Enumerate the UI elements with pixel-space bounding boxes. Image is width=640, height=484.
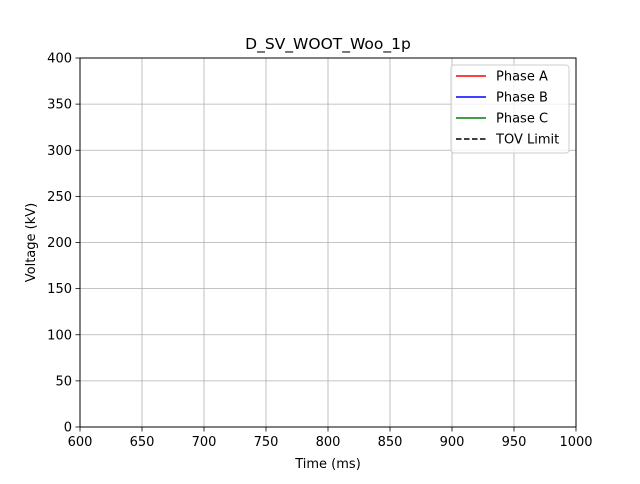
legend-label: Phase B [496,91,548,106]
y-tick-label: 400 [47,52,72,67]
y-tick-label: 50 [55,374,72,389]
x-tick-label: 800 [316,435,341,450]
y-tick-label: 100 [47,328,72,343]
x-tick-label: 950 [502,435,527,450]
x-tick-label: 900 [440,435,465,450]
tick-layer: 600 650 700 750 800 850 900 950 1000 0 50 100 150 200… [47,52,592,451]
legend-entries: Phase A Phase B Phase C TOV Limit [456,70,559,148]
x-tick-label: 850 [378,435,403,450]
legend-label: Phase C [496,112,548,127]
y-axis-label: Voltage (kV) [24,203,39,282]
y-tick-label: 350 [47,98,72,113]
x-tick-label: 750 [254,435,279,450]
chart-title: D_SV_WOOT_Woo_1p [245,35,411,54]
legend-box [450,64,570,154]
x-tick-label: 650 [130,435,155,450]
y-tick-label: 0 [64,421,72,436]
y-tick-label: 300 [47,144,72,159]
x-axis-label: Time (ms) [294,457,361,472]
x-tick-label: 600 [68,435,93,450]
y-tick-label: 150 [47,282,72,297]
legend: Phase A Phase B Phase C TOV Limit [450,64,570,154]
x-tick-label: 700 [192,435,217,450]
legend-label: Phase A [496,70,548,85]
x-tick-label: 1000 [559,435,592,450]
y-tick-label: 250 [47,190,72,205]
legend-label: TOV Limit [495,133,559,148]
y-tick-label: 200 [47,236,72,251]
